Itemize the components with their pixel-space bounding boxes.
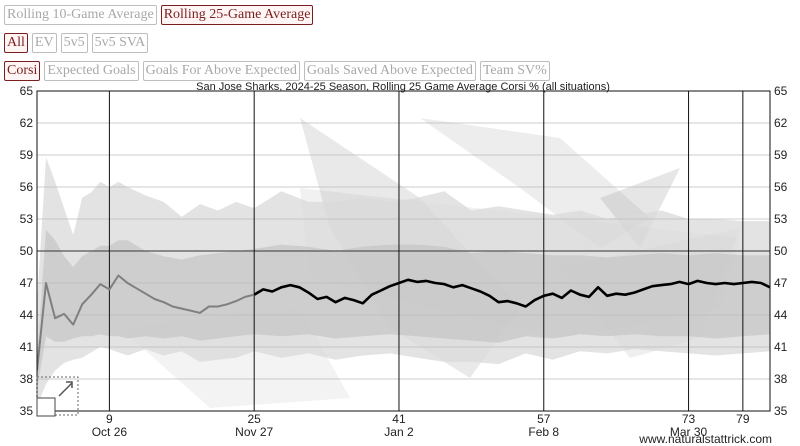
y-tick-right-56: 56: [774, 180, 788, 194]
zoom-handle[interactable]: [36, 376, 79, 417]
metric-goals-for-above-expected-button[interactable]: Goals For Above Expected: [142, 61, 300, 81]
y-tick-right-62: 62: [774, 116, 788, 130]
x-tick-game-41: 41: [392, 412, 406, 426]
average-selector: Rolling 10-Game Average Rolling 25-Game A…: [4, 5, 314, 25]
expand-arrow-icon[interactable]: [58, 381, 73, 397]
metric-corsi-button[interactable]: Corsi: [4, 61, 41, 81]
y-tick-right-44: 44: [774, 308, 788, 322]
y-tick-right-35: 35: [774, 404, 788, 418]
x-tick-date-41: Jan 2: [384, 425, 414, 439]
y-tick-left-56: 56: [20, 180, 34, 194]
y-tick-left-65: 65: [20, 84, 34, 98]
x-tick-game-79: 79: [736, 412, 750, 426]
x-tick-game-25: 25: [248, 412, 262, 426]
situation-5v5-button[interactable]: 5v5: [60, 33, 88, 53]
metric-selector: Corsi Expected Goals Goals For Above Expec…: [4, 61, 550, 81]
y-tick-right-50: 50: [774, 244, 788, 258]
metric-team-sv-button[interactable]: Team SV%: [479, 61, 550, 81]
y-tick-left-35: 35: [20, 404, 34, 418]
corsi-chart: San Jose Sharks, 2024-25 Season, Rolling…: [20, 81, 788, 446]
y-tick-left-62: 62: [20, 116, 34, 130]
y-tick-right-59: 59: [774, 148, 788, 162]
y-tick-right-38: 38: [774, 372, 788, 386]
zoom-box-outline[interactable]: [36, 376, 79, 416]
y-tick-right-41: 41: [774, 340, 788, 354]
situation-selector: All EV 5v5 5v5 SVA: [4, 33, 149, 53]
y-tick-left-41: 41: [20, 340, 34, 354]
chart-axes: 35 35 38 38 41 41 44 44 47 47 50 50 53 53 56 56 59 59 62 62…: [20, 84, 788, 439]
y-tick-left-50: 50: [20, 244, 34, 258]
x-tick-game-9: 9: [106, 412, 113, 426]
y-tick-left-47: 47: [20, 276, 34, 290]
plot-frame: [36, 90, 771, 412]
situation-ev-button[interactable]: EV: [31, 33, 57, 53]
situation-5v5-sva-button[interactable]: 5v5 SVA: [91, 33, 149, 53]
metric-goals-saved-above-expected-button[interactable]: Goals Saved Above Expected: [303, 61, 476, 81]
chart-grid: [37, 90, 770, 412]
chart-title: San Jose Sharks, 2024-25 Season, Rolling…: [196, 81, 610, 93]
x-tick-date-25: Nov 27: [235, 425, 273, 439]
zoom-box-corner[interactable]: [36, 397, 56, 417]
corsi-line-full-window: [253, 278, 770, 308]
x-tick-date-73: Mar 30: [670, 425, 708, 439]
y-tick-right-65: 65: [774, 84, 788, 98]
inner-range-band: [37, 229, 770, 390]
site-credit: www.naturalstattrick.com: [638, 432, 772, 446]
avg-rolling-10-game-average-button[interactable]: Rolling 10-Game Average: [4, 5, 157, 25]
x-tick-date-9: Oct 26: [92, 425, 128, 439]
y-tick-left-53: 53: [20, 212, 34, 226]
x-tick-game-57: 57: [537, 412, 551, 426]
y-tick-right-53: 53: [774, 212, 788, 226]
x-tick-game-73: 73: [682, 412, 696, 426]
data-lines: [37, 274, 770, 371]
y-tick-left-59: 59: [20, 148, 34, 162]
logo-shape-3: [600, 168, 680, 248]
y-tick-right-47: 47: [774, 276, 788, 290]
x-tick-date-57: Feb 8: [528, 425, 559, 439]
avg-rolling-25-game-average-button[interactable]: Rolling 25-Game Average: [160, 5, 314, 25]
y-tick-left-38: 38: [20, 372, 34, 386]
y-tick-left-44: 44: [20, 308, 34, 322]
corsi-line-partial-window: [37, 274, 255, 371]
metric-expected-goals-button[interactable]: Expected Goals: [44, 61, 139, 81]
situation-all-button[interactable]: All: [4, 33, 28, 53]
